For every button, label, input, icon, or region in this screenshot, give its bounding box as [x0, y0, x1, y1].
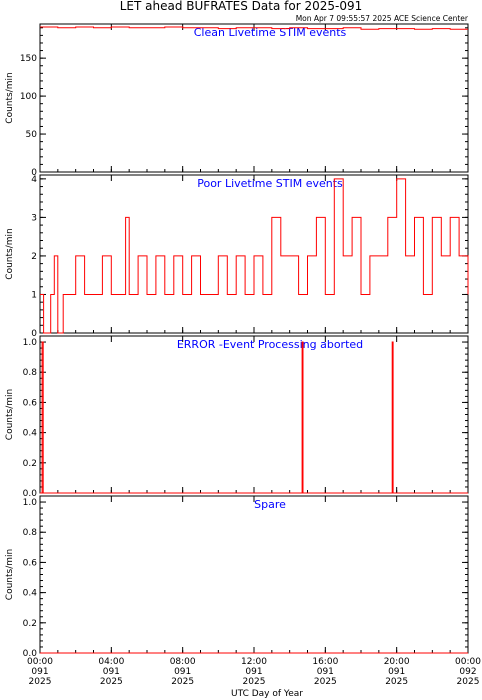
- figure-title: LET ahead BUFRATES Data for 2025-091: [120, 0, 362, 13]
- panel-title: Poor Livetime STIM events: [197, 177, 343, 190]
- series-line-1: [40, 178, 469, 334]
- y-tick-label: 0.4: [23, 589, 38, 599]
- panel-title: Clean Livetime STIM events: [194, 26, 347, 39]
- x-tick-label: 08:00: [170, 657, 196, 667]
- x-tick-label: 2025: [457, 677, 480, 687]
- panel-frame: [39, 174, 469, 334]
- x-tick-label: 091: [245, 667, 262, 677]
- y-axis-label: Counts/min: [5, 389, 15, 440]
- x-tick-label: 04:00: [98, 657, 124, 667]
- x-tick-label: 00:00: [27, 657, 53, 667]
- y-axis-label: Counts/min: [5, 228, 15, 279]
- y-tick-label: 0.4: [23, 429, 38, 439]
- x-tick-label: 20:00: [384, 657, 410, 667]
- x-tick-label: 091: [317, 667, 334, 677]
- x-tick-label: 091: [103, 667, 120, 677]
- y-tick-label: 0.6: [23, 398, 38, 408]
- x-tick-label: 091: [388, 667, 405, 677]
- y-tick-label: 100: [20, 92, 37, 102]
- y-tick-label: 2: [31, 252, 37, 262]
- y-tick-label: 50: [26, 130, 38, 140]
- x-tick-label: 092: [459, 667, 476, 677]
- y-tick-label: 1.0: [23, 338, 38, 348]
- series-line-1: [40, 341, 468, 494]
- x-tick-label: 00:00: [455, 657, 481, 667]
- panel-3: ERROR -Event Processing aborted Counts/mi…: [5, 335, 469, 499]
- timestamp-label: Mon Apr 7 09:55:57 2025 ACE Science Cent…: [296, 14, 469, 23]
- y-tick-label: 0: [31, 329, 37, 339]
- panel-4: Spare Counts/min 0.0 0.2 0.4 0.6 0.8 1.0: [5, 495, 469, 659]
- panel-title: Spare: [254, 498, 286, 511]
- x-tick-label: 091: [31, 667, 48, 677]
- x-tick-label: 2025: [171, 677, 194, 687]
- series-line-1: [40, 26, 468, 30]
- y-tick-label: 3: [31, 213, 37, 223]
- y-tick-label: 0.8: [23, 528, 38, 538]
- panel-frame: [39, 495, 469, 654]
- y-axis-label: Counts/min: [5, 72, 15, 123]
- x-axis-label: UTC Day of Year: [231, 689, 303, 699]
- panel-2: Poor Livetime STIM events Counts/min 0 1 2 3 4: [5, 174, 469, 339]
- y-tick-label: 0.0: [23, 489, 38, 499]
- y-tick-label: 0.8: [23, 368, 38, 378]
- x-tick-label: 2025: [243, 677, 266, 687]
- y-tick-label: 1.0: [23, 498, 38, 508]
- panel-title: ERROR -Event Processing aborted: [177, 338, 363, 351]
- y-tick-label: 0.0: [23, 649, 38, 659]
- panel-frame: [39, 23, 469, 173]
- y-tick-label: 1: [31, 290, 37, 300]
- x-tick-label: 2025: [29, 677, 52, 687]
- x-tick-label: 2025: [100, 677, 123, 687]
- y-tick-label: 0.6: [23, 558, 38, 568]
- y-tick-label: 4: [31, 175, 37, 185]
- y-tick-label: 0: [31, 168, 37, 178]
- y-tick-label: 0.2: [23, 619, 37, 629]
- x-tick-label: 12:00: [241, 657, 267, 667]
- x-tick-label: 2025: [314, 677, 337, 687]
- x-tick-label: 091: [174, 667, 191, 677]
- y-tick-label: 150: [20, 54, 37, 64]
- panel-frame: [39, 335, 469, 494]
- chart-panels: Clean Livetime STIM events Counts/min 0 50 1…: [5, 23, 481, 687]
- panel-1: Clean Livetime STIM events Counts/min 0 50 1…: [5, 23, 469, 178]
- y-axis-label: Counts/min: [5, 549, 15, 600]
- x-tick-label: 16:00: [312, 657, 338, 667]
- x-tick-label: 2025: [385, 677, 408, 687]
- y-tick-label: 0.2: [23, 459, 37, 469]
